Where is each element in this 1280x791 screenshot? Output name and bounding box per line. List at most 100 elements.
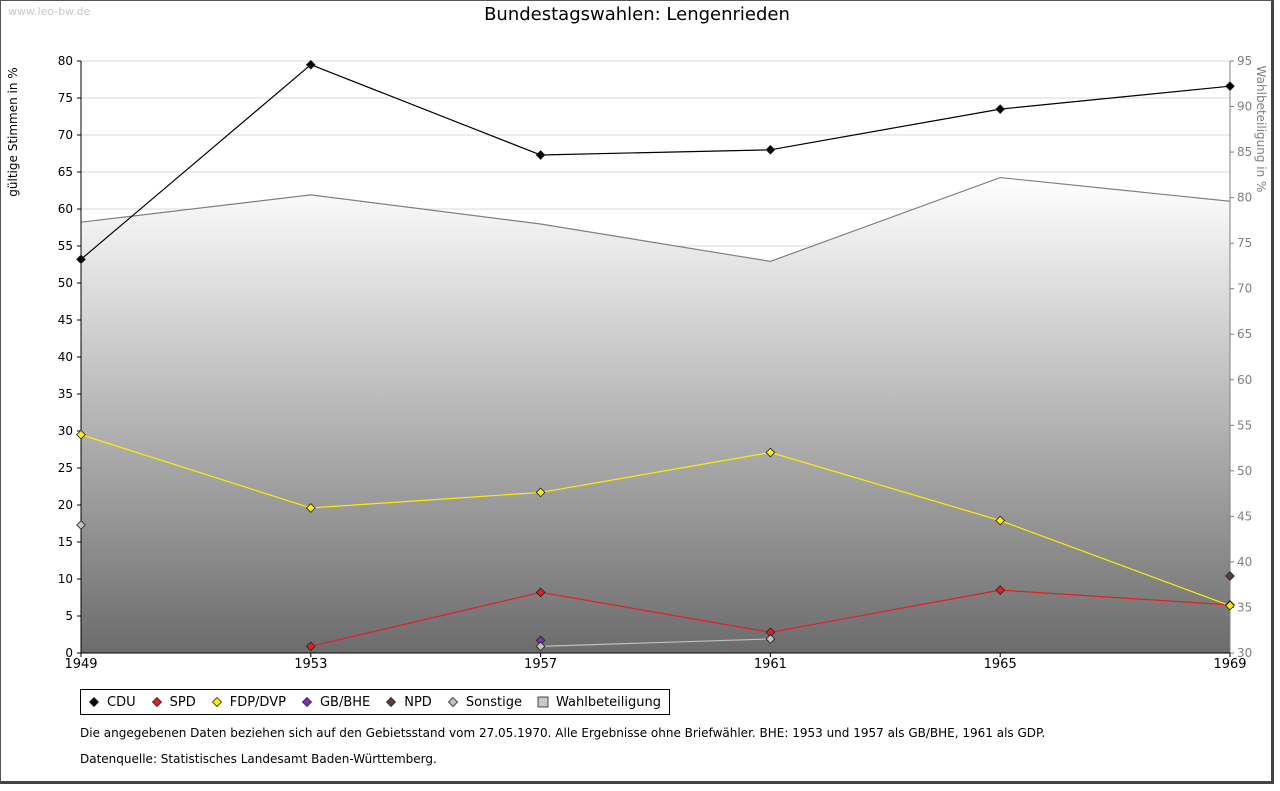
data-point: [1225, 571, 1235, 581]
legend-marker: [386, 696, 397, 708]
series-line-segment: [80, 64, 312, 260]
y-tick-label-left: 75: [58, 91, 73, 105]
watermark: www.leo-bw.de: [8, 5, 91, 18]
data-point: [535, 587, 546, 598]
legend-item: SPD: [150, 695, 196, 710]
legend-item: FDP/DVP: [210, 695, 286, 710]
y-tick-label-left: 20: [58, 498, 73, 512]
series-line-segment: [310, 591, 541, 647]
y-tick-label-left: 25: [58, 461, 73, 475]
y-tick-label-left: 70: [58, 128, 73, 142]
y-tick-label-right: 35: [1237, 600, 1252, 614]
y-tick-label-right: 65: [1237, 327, 1252, 341]
y-tick-label-left: 50: [58, 276, 73, 290]
legend-item: CDU: [87, 695, 136, 710]
chart-title: Bundestagswahlen: Lengenrieden: [484, 4, 790, 25]
series-line-segment: [540, 451, 771, 494]
series-line-segment: [1000, 589, 1231, 606]
footnote: Die angegebenen Daten beziehen sich auf …: [80, 726, 1046, 740]
y-tick-label-right: 95: [1237, 54, 1252, 68]
data-point: [995, 104, 1006, 114]
y-tick-label-right: 75: [1237, 236, 1252, 250]
legend-marker: [301, 696, 313, 708]
x-tick-label: 1969: [1213, 657, 1246, 672]
wahlbeteiligung-line: [80, 176, 1231, 262]
legend-item: Sonstige: [446, 695, 522, 710]
series-line-segment: [770, 108, 1001, 151]
legend-marker: [447, 696, 458, 708]
x-tick-label: 1961: [754, 657, 787, 672]
y-tick-label-left: 40: [58, 350, 73, 364]
data-point: [535, 641, 546, 652]
series-line-segment: [540, 638, 771, 647]
series-line-segment: [1000, 85, 1231, 110]
y-tick-label-right: 55: [1237, 418, 1252, 432]
series-line-segment: [310, 64, 541, 156]
y-tick-label-left: 15: [58, 535, 73, 549]
legend-label: GB/BHE: [319, 694, 371, 710]
data-point: [1225, 600, 1235, 611]
legend-label: Wahlbeteiligung: [556, 694, 662, 710]
data-point: [995, 515, 1006, 526]
y-tick-label-right: 40: [1237, 555, 1252, 569]
y-tick-label-left: 60: [58, 202, 73, 216]
y-tick-label-left: 10: [58, 572, 73, 586]
y-tick-label-right: 45: [1237, 509, 1252, 523]
x-tick-label: 1953: [294, 657, 327, 672]
data-point: [535, 487, 546, 498]
y-tick-label-right: 70: [1237, 282, 1252, 296]
data-point: [305, 59, 316, 70]
y-tick-label-right: 60: [1237, 373, 1252, 387]
y-tick-label-left: 55: [58, 239, 73, 253]
data-point: [765, 634, 776, 644]
data-point: [765, 447, 776, 458]
y-tick-label-right: 30: [1237, 646, 1252, 660]
legend-label: FDP/DVP: [229, 694, 286, 710]
chart-legend: CDU SPD FDP/DVP GB/BHE NPD Sonstige Wahlbeteil…: [80, 689, 671, 715]
legend-item: Wahlbeteiligung: [536, 695, 661, 710]
x-tick-label: 1957: [524, 657, 557, 672]
series-line-segment: [310, 491, 541, 509]
data-point: [305, 641, 316, 652]
y-tick-label-left: 0: [65, 646, 73, 660]
data-point: [76, 254, 86, 265]
y-tick-label-left: 35: [58, 387, 73, 401]
y-tick-label-left: 30: [58, 424, 73, 438]
series-line-segment: [80, 434, 311, 509]
series-line-segment: [999, 519, 1231, 607]
y-tick-label-right: 80: [1237, 191, 1252, 205]
data-source: Datenquelle: Statistisches Landesamt Bad…: [80, 752, 437, 766]
wahlbeteiligung-area: [81, 177, 1230, 653]
y-tick-label-right: 85: [1237, 145, 1252, 159]
y-tick-label-right: 90: [1237, 100, 1252, 114]
series-line-segment: [540, 149, 771, 156]
data-point: [76, 429, 86, 440]
y-tick-label-left: 5: [65, 609, 73, 623]
legend-marker: [151, 696, 162, 708]
legend-marker: [211, 696, 222, 708]
data-point: [1225, 81, 1235, 92]
legend-item: GB/BHE: [300, 695, 370, 710]
y-tick-label-left: 45: [58, 313, 73, 327]
x-tick-label: 1949: [64, 657, 97, 672]
legend-item: NPD: [384, 695, 432, 710]
legend-label: CDU: [107, 694, 136, 710]
data-point: [995, 585, 1006, 595]
legend-label: Sonstige: [465, 694, 522, 710]
legend-marker: [537, 696, 549, 708]
data-point: [765, 144, 776, 155]
legend-marker: [88, 696, 100, 708]
y-tick-label-left: 65: [58, 165, 73, 179]
y-tick-label-right: 50: [1237, 464, 1252, 478]
legend-label: SPD: [169, 694, 196, 710]
data-point: [535, 150, 546, 160]
series-line-segment: [540, 591, 771, 633]
data-point: [305, 503, 316, 513]
y-tick-label-left: 80: [58, 54, 73, 68]
data-point: [76, 520, 86, 530]
x-tick-label: 1965: [984, 657, 1017, 672]
legend-label: NPD: [404, 694, 432, 710]
series-line-segment: [770, 451, 1001, 522]
series-line-segment: [770, 589, 1001, 633]
